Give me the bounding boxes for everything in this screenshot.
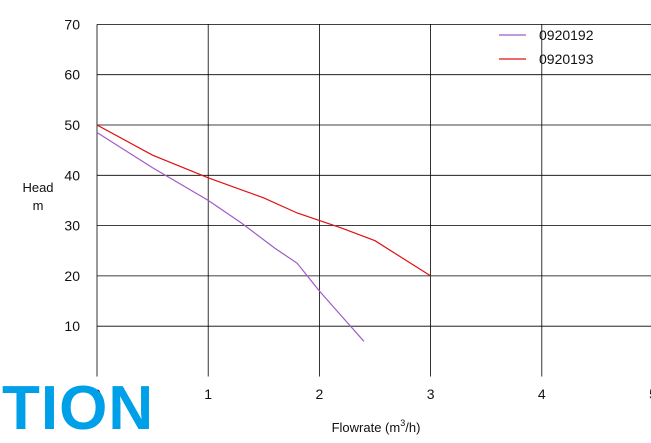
x-tick-label: 5 [649,386,651,402]
y-tick-label: 70 [64,16,80,32]
x-tick-label: 3 [427,386,435,402]
watermark-text: TION [2,374,155,443]
y-axis-ticks: 10 20 30 40 50 60 70 [64,16,80,334]
x-tick-label: 0 [93,386,101,402]
series-line-0920192 [96,131,365,342]
x-tick-label: 1 [204,386,212,402]
grid [96,23,651,377]
y-tick-label: 20 [64,268,80,284]
legend-label-0920193: 0920193 [539,51,594,67]
legend: 0920192 0920193 [499,27,594,67]
y-tick-label: 50 [64,117,80,133]
series-lines [96,124,431,342]
y-axis-title-line1: Head [22,180,53,195]
y-tick-label: 60 [64,67,80,83]
y-tick-label: 40 [64,167,80,183]
legend-label-0920192: 0920192 [539,27,594,43]
x-axis-ticks: 0 1 2 3 4 5 [93,386,651,402]
x-axis-title: Flowrate (m3/h) [332,418,421,435]
y-tick-label: 10 [64,318,80,334]
series-line-0920193 [96,124,431,277]
y-tick-label: 30 [64,218,80,234]
x-tick-label: 4 [538,386,546,402]
y-axis-title-line2: m [33,198,44,213]
x-tick-label: 2 [316,386,324,402]
